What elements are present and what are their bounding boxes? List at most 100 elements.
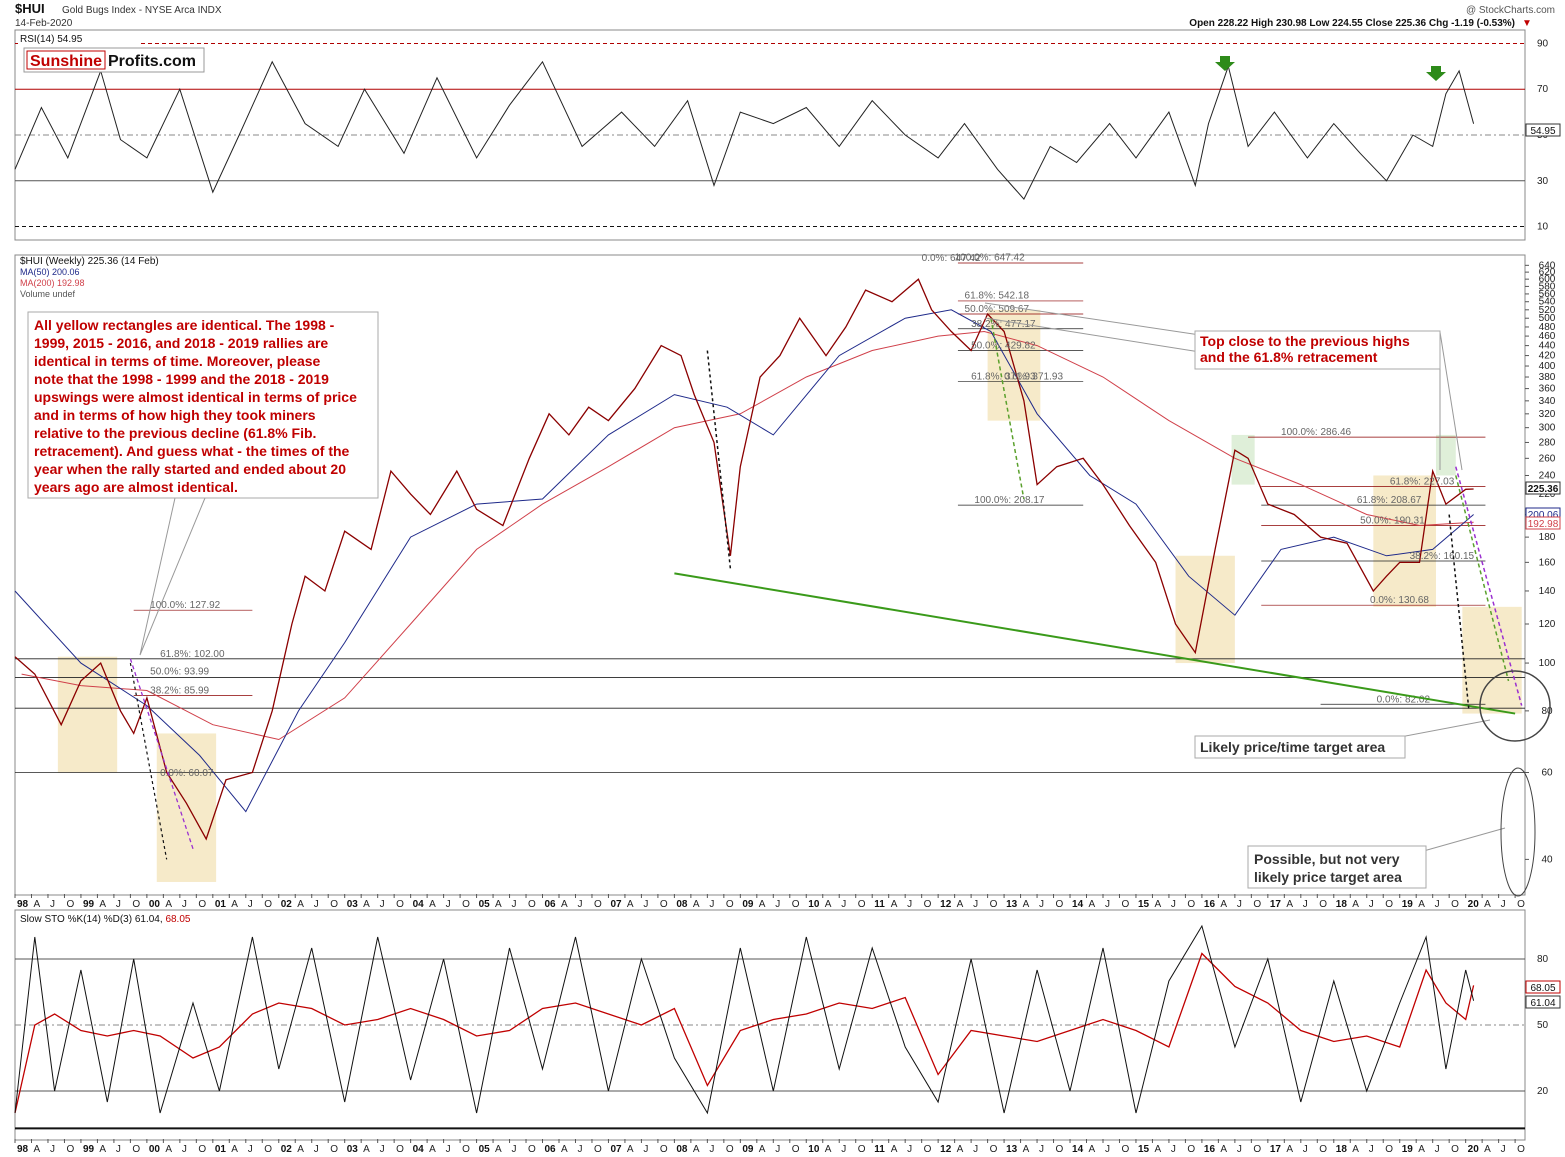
price-tick-label: 180 bbox=[1539, 532, 1556, 543]
price-tick-label: 500 bbox=[1539, 313, 1556, 324]
x-tick-label: 18 bbox=[1336, 899, 1348, 910]
sto-k-line bbox=[14, 924, 1475, 1115]
rsi-line bbox=[14, 60, 1475, 200]
sto-tick-label: 80 bbox=[1537, 954, 1549, 965]
x-tick-label: A bbox=[1220, 899, 1227, 910]
sto-panel bbox=[14, 909, 1526, 1141]
ohlc-readout: Open 228.22 High 230.98 Low 224.55 Close… bbox=[1189, 18, 1515, 29]
sto-d-label: 68.05 bbox=[1530, 983, 1555, 994]
fib-label: 50.0%: 93.99 bbox=[150, 666, 209, 677]
x-tick-label: 07 bbox=[610, 899, 622, 910]
x-tick-label: J bbox=[512, 899, 517, 910]
x-tick-label: A bbox=[1418, 1144, 1425, 1155]
x-tick-label: A bbox=[231, 1144, 238, 1155]
x-tick-label: A bbox=[1089, 899, 1096, 910]
sto-k-tag bbox=[1525, 995, 1561, 1009]
price-legend: $HUI (Weekly) 225.36 (14 Feb) MA(50) 200… bbox=[20, 256, 159, 299]
yellow-rectangles bbox=[57, 309, 1522, 882]
price-tick-label: 400 bbox=[1539, 361, 1556, 372]
price-tick-label: 580 bbox=[1539, 281, 1556, 292]
yellow-rectangle bbox=[156, 733, 217, 882]
x-tick-label: O bbox=[726, 899, 734, 910]
price-tick-label: 40 bbox=[1541, 854, 1553, 865]
x-tick-label: J bbox=[643, 1144, 648, 1155]
annotation-possible-target-text: Possible, but not very likely price targ… bbox=[1254, 851, 1403, 885]
x-tick-label: O bbox=[330, 1144, 338, 1155]
x-tick-label: A bbox=[627, 1144, 634, 1155]
price-legend-volume: Volume undef bbox=[20, 289, 76, 299]
fib-label: 50.0%: 429.82 bbox=[971, 341, 1036, 352]
x-tick-label: 01 bbox=[215, 1144, 227, 1155]
x-tick-label: A bbox=[429, 899, 436, 910]
x-tick-label: O bbox=[1121, 899, 1129, 910]
price-tick-label: 260 bbox=[1539, 453, 1556, 464]
x-tick-label: A bbox=[1023, 1144, 1030, 1155]
x-tick-label: O bbox=[1056, 1144, 1064, 1155]
x-tick-label: A bbox=[1418, 899, 1425, 910]
x-tick-label: 05 bbox=[479, 899, 491, 910]
x-tick-label: O bbox=[198, 1144, 206, 1155]
rsi-panel bbox=[14, 29, 1526, 241]
x-tick-label: O bbox=[198, 899, 206, 910]
x-tick-label: J bbox=[248, 899, 253, 910]
yellow-rectangle bbox=[1373, 475, 1436, 607]
x-tick-label: A bbox=[429, 1144, 436, 1155]
x-tick-label: 17 bbox=[1270, 1144, 1282, 1155]
x-tick-label: J bbox=[182, 899, 187, 910]
x-tick-label: J bbox=[512, 1144, 517, 1155]
fib-label: 100.0%: 208.17 bbox=[974, 495, 1044, 506]
x-axis-bottom: 98 A J O 99 A J O 00 A J O 01 A J O 02 A J O 03 A J O 04 A J O 05 A J O… bbox=[14, 1139, 1525, 1155]
rsi-legend: RSI(14) 54.95 bbox=[20, 34, 83, 45]
x-tick-label: A bbox=[165, 899, 172, 910]
x-tick-label: J bbox=[907, 899, 912, 910]
x-tick-label: 08 bbox=[676, 1144, 688, 1155]
x-tick-label: 04 bbox=[413, 1144, 425, 1155]
price-tick-label: 100 bbox=[1539, 658, 1556, 669]
x-tick-label: J bbox=[1039, 899, 1044, 910]
x-tick-label: 13 bbox=[1006, 899, 1018, 910]
x-tick-label: J bbox=[1237, 899, 1242, 910]
x-tick-label: 18 bbox=[1336, 1144, 1348, 1155]
x-tick-label: 16 bbox=[1204, 899, 1216, 910]
x-tick-label: A bbox=[957, 1144, 964, 1155]
x-tick-label: O bbox=[264, 1144, 272, 1155]
brand-logo: Sunshine Profits.com bbox=[23, 47, 205, 73]
price-tag bbox=[1525, 481, 1561, 495]
price-line bbox=[14, 278, 1474, 841]
sto-legend: Slow STO %K(14) %D(3) 61.04, 68.05 bbox=[20, 914, 191, 925]
x-tick-label: A bbox=[1220, 1144, 1227, 1155]
fib-label: 0.0%: 130.68 bbox=[1370, 595, 1429, 606]
yellow-rectangle bbox=[1435, 434, 1456, 476]
price-tick-label: 440 bbox=[1539, 341, 1556, 352]
sto-grid: 20 50 80 bbox=[15, 954, 1549, 1130]
x-tick-label: J bbox=[1105, 1144, 1110, 1155]
x-tick-label: O bbox=[1319, 1144, 1327, 1155]
sto-k-label: 61.04 bbox=[1530, 998, 1555, 1009]
chart-symbol: $HUI bbox=[15, 1, 45, 16]
price-tick-label: 600 bbox=[1539, 274, 1556, 285]
purple-dashed-line bbox=[129, 658, 194, 850]
rsi-tick-label: 30 bbox=[1537, 176, 1549, 187]
x-tick-label: A bbox=[363, 1144, 370, 1155]
ma50-tag-label: 200.06 bbox=[1528, 510, 1559, 521]
x-tick-label: O bbox=[924, 1144, 932, 1155]
x-tick-label: J bbox=[709, 899, 714, 910]
x-tick-label: 16 bbox=[1204, 1144, 1216, 1155]
green-dashed-line bbox=[990, 318, 1025, 500]
x-tick-label: 99 bbox=[83, 1144, 95, 1155]
x-tick-label: A bbox=[1484, 899, 1491, 910]
purple-dashed-line bbox=[1455, 466, 1523, 706]
x-tick-label: J bbox=[1435, 899, 1440, 910]
price-legend-ma50: MA(50) 200.06 bbox=[20, 267, 80, 277]
x-tick-label: 08 bbox=[676, 899, 688, 910]
x-tick-label: O bbox=[1187, 899, 1195, 910]
x-tick-label: O bbox=[462, 899, 470, 910]
price-tick-label: 300 bbox=[1539, 423, 1556, 434]
x-tick-label: O bbox=[66, 899, 74, 910]
x-tick-label: 06 bbox=[545, 1144, 557, 1155]
brand-part1: Sunshine bbox=[30, 53, 102, 70]
x-tick-label: 98 bbox=[17, 1144, 29, 1155]
ma50-line bbox=[14, 309, 1474, 813]
x-tick-label: J bbox=[116, 1144, 121, 1155]
x-tick-label: A bbox=[759, 899, 766, 910]
